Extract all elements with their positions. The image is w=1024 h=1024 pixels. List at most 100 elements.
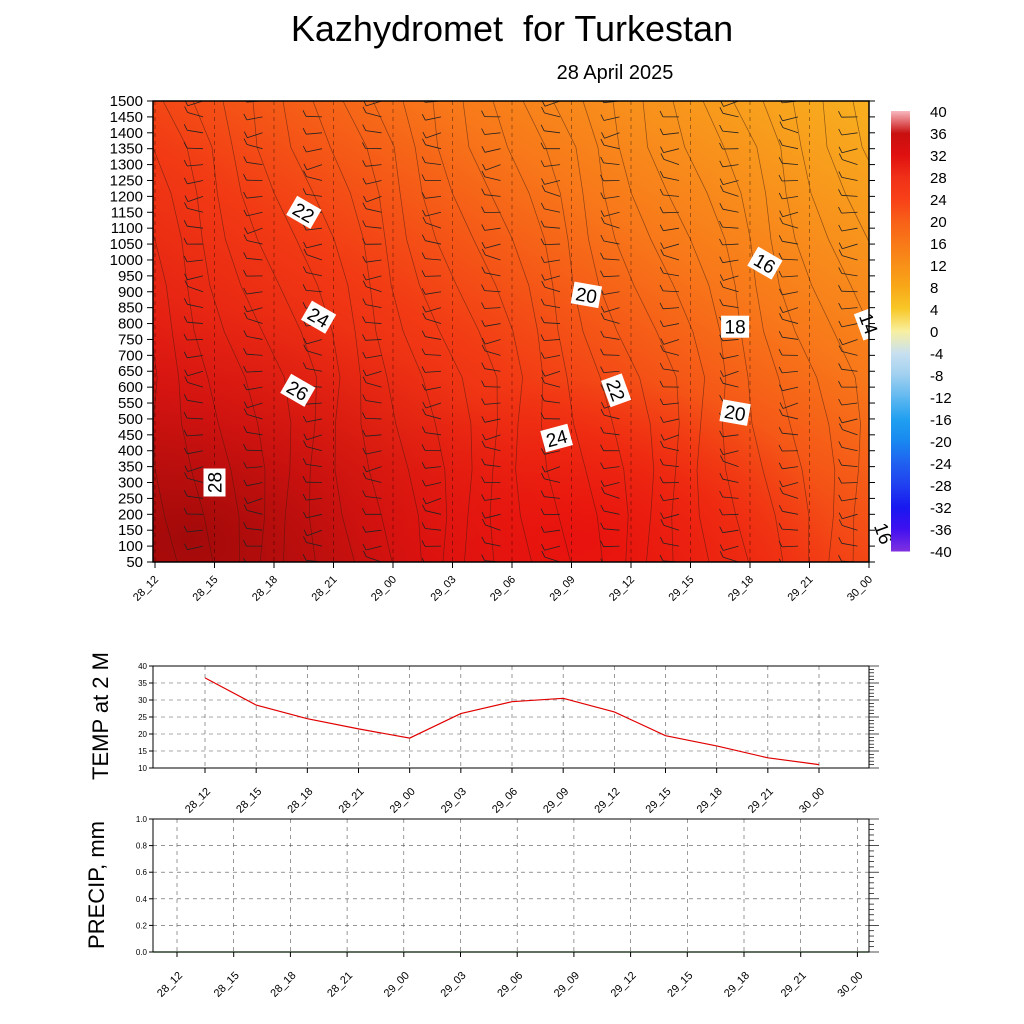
wind-barb-flag: [838, 171, 843, 178]
wind-barb-flag: [481, 337, 486, 345]
x-tick-label: 28_15: [191, 574, 221, 604]
wind-barb-staff: [485, 434, 501, 441]
wind-barb-flag: [600, 217, 605, 224]
wind-barb-flag: [243, 252, 247, 259]
wind-barb-flag: [243, 479, 248, 486]
wind-barb-flag: [362, 472, 367, 479]
wind-barb-flag: [660, 93, 663, 99]
wind-barb-flag: [540, 316, 545, 323]
colorbar-label: 0: [930, 324, 938, 341]
wind-barb-flag: [540, 256, 545, 263]
colorbar-label: 12: [930, 258, 947, 275]
chart-title: Kazhydromet for Turkestan: [290, 8, 734, 49]
wind-barb-flag: [183, 298, 188, 305]
wind-barb-staff: [425, 528, 442, 531]
wind-barb-staff: [722, 545, 739, 551]
wind-barb-staff: [187, 112, 204, 118]
wind-barb-flag: [422, 312, 427, 320]
wind-barb-staff: [187, 370, 204, 377]
wind-barb-flag: [838, 416, 843, 423]
y-tick-label: 0.4: [136, 895, 148, 904]
wind-barb-staff: [604, 132, 620, 139]
y-tick-label: 0.0: [136, 948, 148, 957]
wind-barb-flag: [659, 110, 664, 118]
wind-barb-staff: [425, 432, 442, 436]
wind-barb-staff: [365, 418, 382, 420]
wind-barb-flag: [482, 163, 486, 171]
wind-barb-staff: [306, 176, 323, 181]
wind-barb-staff: [842, 159, 858, 165]
y-tick-label: 50: [126, 554, 143, 571]
wind-barb-flag: [600, 306, 605, 313]
wind-barb-staff: [366, 466, 382, 473]
y-tick-label: 200: [118, 506, 143, 523]
wind-barb-flag: [719, 430, 723, 437]
x-tick-label: 29_15: [644, 786, 674, 816]
wind-barb-staff: [603, 432, 620, 436]
wind-barb-flag: [243, 131, 248, 138]
wind-barb-flag: [659, 320, 664, 327]
wind-barb-flag: [779, 480, 783, 487]
wind-barb-flag: [481, 170, 486, 178]
x-tick-label: 30_00: [835, 970, 865, 1000]
wind-barb-flag: [540, 490, 545, 497]
wind-barb-staff: [603, 318, 620, 324]
wind-barb-staff: [484, 446, 501, 452]
wind-barb-staff: [247, 227, 263, 234]
wind-barb-flag: [183, 490, 188, 497]
y-tick-label: 800: [118, 316, 143, 333]
wind-barb-staff: [544, 180, 561, 185]
precip-y-axis-label: PRECIP, mm: [84, 821, 109, 949]
isotherm-line: [252, 101, 355, 562]
colorbar-label: -40: [930, 544, 952, 561]
wind-barb-flag: [779, 121, 784, 128]
wind-barb-staff: [842, 429, 858, 436]
wind-barb-flag: [362, 543, 367, 551]
colorbar-cell: [891, 331, 910, 354]
contour-label-box: [747, 246, 783, 280]
wind-barb-staff: [306, 368, 323, 372]
wind-barb-staff: [841, 177, 858, 181]
wind-barb-flag: [779, 217, 784, 224]
wind-barb-staff: [425, 318, 442, 324]
wind-barb-staff: [603, 291, 620, 295]
wind-barb-staff: [663, 368, 680, 372]
wind-barb-staff: [603, 275, 620, 278]
wind-barb-flag: [243, 504, 248, 511]
colorbar-label: 20: [930, 214, 947, 231]
x-tick-label: 30_00: [797, 786, 827, 816]
isotherm-lines: [153, 101, 869, 562]
wind-barb-flag: [481, 242, 486, 249]
temp-y-axis: 10 15 20 25 30 35 40: [138, 662, 879, 773]
wind-barb-staff: [603, 354, 620, 356]
wind-barb-flag: [243, 312, 248, 319]
wind-barb-flag: [719, 238, 723, 246]
wind-barb-staff: [365, 112, 382, 118]
wind-barb-flag: [541, 376, 545, 384]
wind-barb-flag: [600, 504, 605, 512]
wind-barb-staff: [603, 258, 620, 261]
wind-barb-flag: [362, 160, 366, 167]
wind-barb-staff: [603, 414, 620, 420]
isotherm-line: [552, 101, 655, 562]
wind-barb-flag: [421, 540, 426, 547]
wind-barb-staff: [842, 525, 858, 531]
y-tick-label: 550: [118, 395, 143, 412]
wind-barb-flag: [303, 248, 308, 255]
isotherm-line: [492, 101, 603, 562]
wind-barb-staff: [365, 529, 382, 533]
wind-barb-flag: [839, 338, 843, 345]
wind-barb-staff: [425, 116, 442, 121]
wind-barb-flag: [421, 444, 426, 451]
wind-barb-flag: [659, 266, 664, 274]
wind-barb-staff: [365, 164, 382, 167]
wind-barb-staff: [782, 240, 799, 245]
wind-barb-flag: [540, 202, 545, 210]
wind-barb-flag: [838, 345, 843, 352]
wind-barb-staff: [484, 418, 501, 423]
colorbar-cell: [891, 133, 910, 156]
wind-barb-staff: [603, 545, 620, 548]
wind-barb-staff: [425, 386, 442, 391]
wind-barb-staff: [246, 336, 263, 340]
